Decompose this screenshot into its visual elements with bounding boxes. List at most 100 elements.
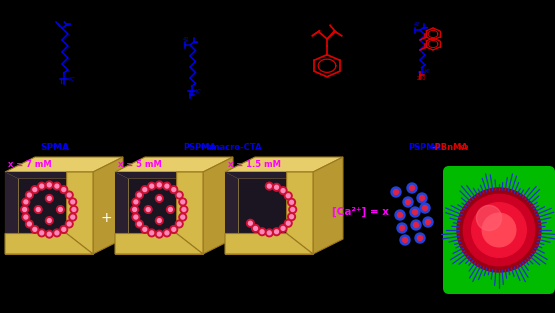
Circle shape [457, 188, 541, 272]
Circle shape [67, 222, 71, 226]
Circle shape [284, 192, 292, 200]
FancyBboxPatch shape [443, 166, 555, 294]
Circle shape [40, 184, 44, 188]
Circle shape [172, 188, 176, 192]
Text: [Ca²⁺] = x: [Ca²⁺] = x [332, 207, 389, 217]
Circle shape [36, 208, 40, 211]
Circle shape [55, 184, 59, 188]
Circle shape [413, 223, 418, 228]
Polygon shape [93, 157, 123, 254]
Text: x = 1.5 mM: x = 1.5 mM [228, 160, 281, 169]
Circle shape [40, 231, 44, 235]
Circle shape [27, 222, 31, 226]
Polygon shape [225, 172, 300, 179]
Circle shape [482, 213, 516, 247]
Circle shape [179, 198, 186, 206]
Circle shape [391, 187, 401, 197]
Circle shape [46, 230, 53, 238]
Circle shape [46, 217, 53, 224]
Circle shape [53, 182, 60, 190]
Circle shape [31, 186, 39, 193]
Circle shape [410, 207, 420, 217]
Circle shape [47, 232, 51, 236]
Circle shape [246, 219, 254, 227]
Circle shape [290, 200, 294, 204]
Circle shape [412, 209, 417, 214]
Circle shape [426, 219, 431, 224]
Polygon shape [225, 157, 343, 172]
Text: K⁺: K⁺ [425, 69, 431, 74]
Circle shape [158, 197, 161, 200]
Text: 42: 42 [413, 22, 420, 27]
Circle shape [132, 198, 140, 206]
Circle shape [69, 198, 77, 206]
Circle shape [258, 228, 266, 236]
Polygon shape [286, 172, 313, 254]
Circle shape [72, 208, 76, 211]
Circle shape [69, 213, 77, 221]
Circle shape [55, 231, 59, 235]
Text: -PBnMA: -PBnMA [432, 143, 469, 152]
Circle shape [38, 182, 46, 190]
Circle shape [67, 193, 71, 197]
Polygon shape [5, 157, 123, 172]
Polygon shape [239, 179, 300, 240]
Polygon shape [115, 172, 129, 240]
Circle shape [281, 189, 285, 192]
Circle shape [70, 206, 78, 213]
Circle shape [249, 221, 253, 225]
Circle shape [34, 206, 42, 213]
Circle shape [289, 206, 296, 213]
Circle shape [57, 206, 64, 213]
Circle shape [163, 229, 171, 237]
Circle shape [47, 183, 51, 187]
Circle shape [131, 206, 139, 213]
Circle shape [422, 206, 427, 211]
Polygon shape [5, 172, 93, 254]
Polygon shape [313, 157, 343, 254]
Circle shape [268, 184, 271, 188]
Text: 200: 200 [458, 145, 469, 150]
Circle shape [22, 213, 30, 221]
Circle shape [62, 228, 65, 231]
Circle shape [21, 206, 28, 213]
Circle shape [158, 219, 161, 223]
Circle shape [279, 224, 287, 232]
Circle shape [403, 197, 413, 207]
Circle shape [287, 213, 295, 221]
Circle shape [286, 194, 290, 198]
Circle shape [155, 181, 163, 189]
Circle shape [268, 231, 271, 235]
Circle shape [284, 219, 292, 227]
Text: K⁺: K⁺ [69, 77, 76, 82]
Circle shape [148, 182, 155, 190]
Circle shape [177, 193, 181, 197]
Circle shape [260, 230, 264, 233]
Circle shape [180, 206, 188, 213]
Circle shape [179, 213, 186, 221]
Polygon shape [225, 172, 239, 240]
Circle shape [275, 185, 279, 189]
Circle shape [395, 210, 405, 220]
Circle shape [165, 184, 169, 188]
Circle shape [141, 226, 149, 233]
Circle shape [27, 193, 31, 197]
Circle shape [150, 231, 154, 235]
Circle shape [291, 208, 295, 211]
Polygon shape [5, 172, 18, 240]
Circle shape [287, 198, 295, 206]
Circle shape [24, 200, 28, 204]
Circle shape [290, 215, 294, 219]
Circle shape [181, 200, 185, 204]
Text: K⁺: K⁺ [195, 89, 202, 94]
Circle shape [71, 200, 75, 204]
Circle shape [397, 213, 402, 218]
Circle shape [158, 183, 161, 187]
Polygon shape [225, 172, 313, 254]
Circle shape [175, 220, 183, 228]
Circle shape [60, 186, 68, 193]
Circle shape [46, 181, 53, 189]
Circle shape [47, 219, 51, 223]
Circle shape [65, 191, 73, 199]
Circle shape [476, 205, 502, 231]
